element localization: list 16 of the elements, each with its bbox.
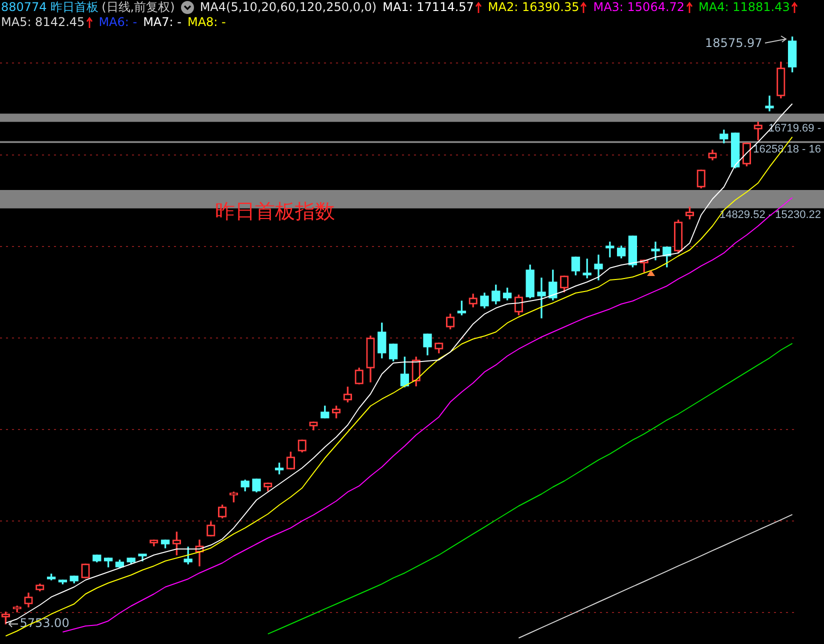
text: MA1: 17114.57 [382,0,474,15]
legend-label: MA7: - [143,15,182,30]
chart-title: 880774 昨日首板 [1,0,99,15]
text: MA4: 11881.43 [698,0,790,15]
annotation: 18575.97 [705,36,762,50]
chart-subtitle: (日线,前复权) [102,0,175,15]
legend-label: MA8: - [187,15,226,30]
annotation: 昨日首板指数 [215,198,335,225]
legend-label: MA6: - [98,15,138,30]
text: MA2: 16390.35 [488,0,580,15]
text: MA5: 8142.45 [1,15,85,30]
candlestick [651,242,660,260]
candlestick [537,278,546,318]
text: MA3: 15064.72 [593,0,685,15]
legend-title: MA4(5,10,20,60,120,250,0,0) [200,0,377,15]
candlestick [765,96,774,112]
